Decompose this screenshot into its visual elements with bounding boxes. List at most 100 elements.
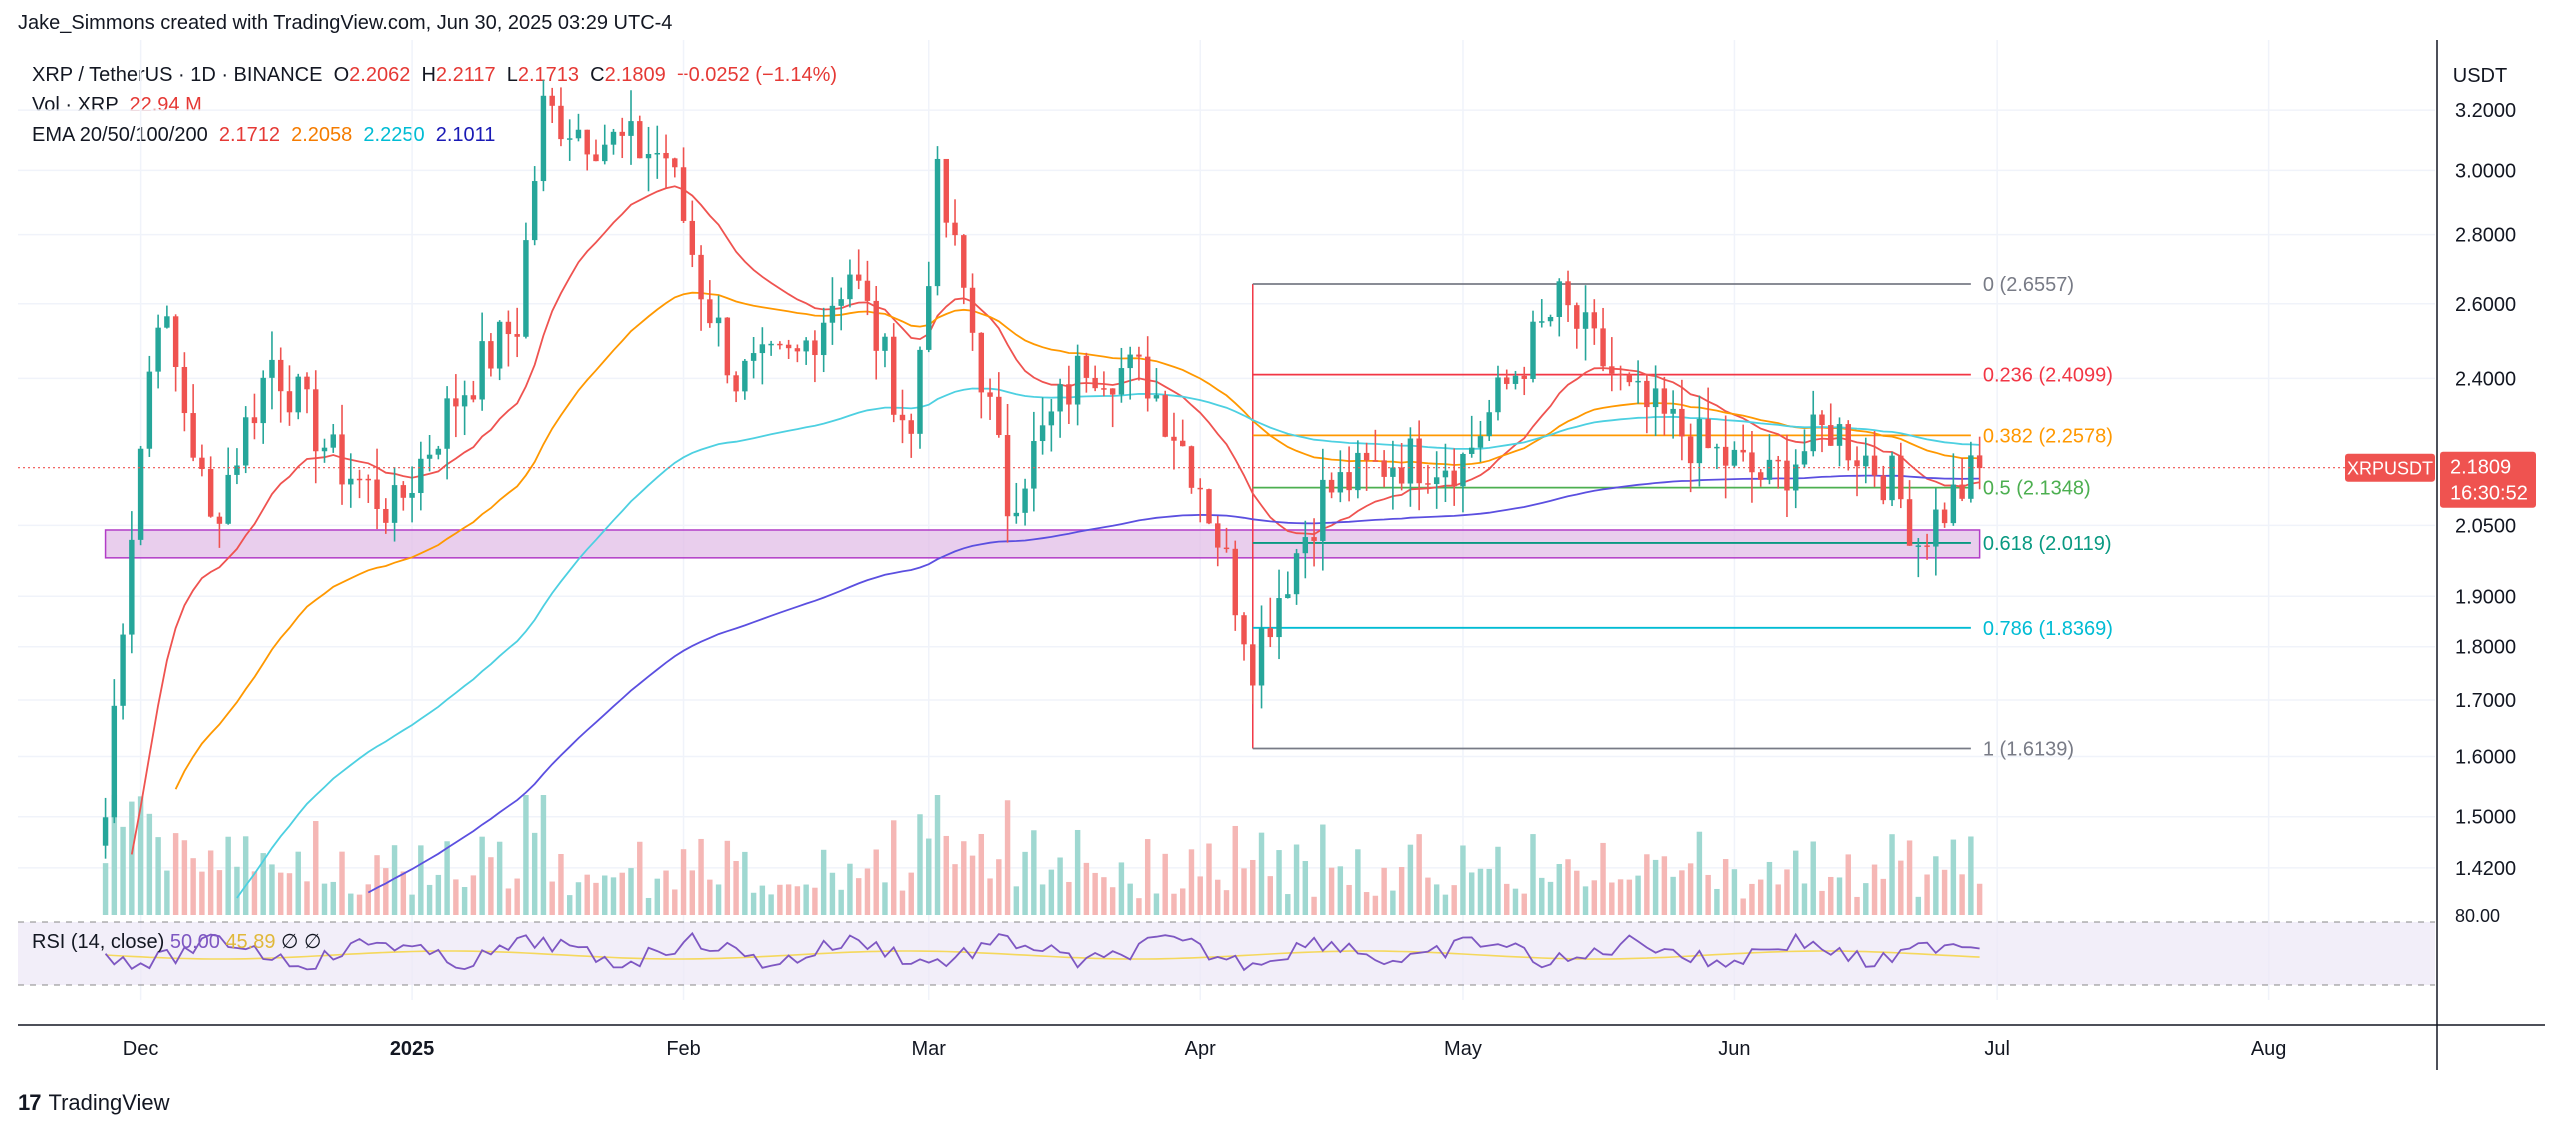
- volume-bar: [1276, 850, 1282, 915]
- volume-bar: [453, 879, 459, 915]
- candle-body: [435, 448, 442, 455]
- candle-body: [1512, 375, 1519, 384]
- ohlc-high: 2.2117: [435, 64, 496, 86]
- candle-body: [1679, 408, 1685, 437]
- candle-body: [155, 327, 161, 372]
- candle-body: [1074, 355, 1081, 405]
- candle-body: [1346, 472, 1352, 491]
- candle-body: [1889, 455, 1895, 501]
- volume-bar: [269, 864, 275, 915]
- candle-body: [137, 448, 144, 540]
- x-tick-label: Jun: [1718, 1038, 1750, 1060]
- candle-body: [855, 274, 862, 281]
- fib-level-label: 0.618 (2.0119): [1983, 533, 2112, 555]
- candle-body: [1127, 354, 1133, 369]
- volume-bar: [1722, 859, 1729, 915]
- candle-body: [917, 349, 923, 434]
- volume-bar: [1705, 874, 1711, 915]
- volume-bar: [698, 838, 704, 915]
- volume-bar: [207, 850, 214, 915]
- candle-body: [278, 359, 284, 392]
- last-price-countdown: 16:30:52: [2450, 483, 2528, 505]
- candle-body: [882, 336, 888, 351]
- candle-body: [1950, 484, 1957, 524]
- candle-body: [181, 366, 188, 414]
- volume-bar: [1258, 832, 1265, 915]
- candle-body: [1504, 377, 1510, 384]
- candle-body: [1810, 414, 1816, 452]
- candle-body: [453, 398, 459, 407]
- ema-label: EMA 20/50/100/200: [32, 124, 208, 146]
- last-price-badge: [2440, 451, 2536, 508]
- ema20-line: [130, 185, 1980, 855]
- candle-body: [1644, 380, 1650, 408]
- volume-bar: [1293, 844, 1300, 915]
- candle-body: [961, 235, 967, 288]
- candle-body: [926, 286, 932, 350]
- candle-body: [531, 181, 538, 241]
- volume-bar: [1810, 841, 1816, 915]
- candle-body: [1022, 488, 1028, 513]
- volume-bar: [1381, 867, 1387, 915]
- candle-body: [847, 274, 853, 300]
- ohlc-close-label: C: [590, 64, 605, 86]
- candle-body: [803, 340, 809, 352]
- volume-bar: [1740, 898, 1746, 915]
- ema100-line: [236, 387, 1980, 899]
- volume-bar: [672, 889, 678, 915]
- candle-body: [1539, 321, 1545, 323]
- candle-body: [593, 154, 599, 162]
- ohlc-high-label: H: [421, 64, 436, 86]
- candle-body: [391, 485, 398, 523]
- volume-bar: [1968, 836, 1974, 915]
- candle-body: [1959, 484, 1965, 499]
- volume-bar: [1670, 876, 1676, 915]
- tradingview-brand[interactable]: 17 TradingView: [18, 1090, 170, 1116]
- volume-bar: [654, 878, 660, 915]
- volume-bar: [348, 893, 354, 915]
- volume-bar: [286, 873, 293, 915]
- volume-bar: [1092, 872, 1098, 915]
- candle-body: [1530, 321, 1536, 379]
- volume-bar: [1626, 879, 1633, 915]
- rsi-ma-value: 45.89: [225, 931, 281, 953]
- candle-body: [698, 254, 704, 300]
- ema20-value: 2.1712: [218, 124, 280, 146]
- candle-body: [1241, 615, 1247, 645]
- candle-body: [1048, 411, 1055, 426]
- volume-bar: [1267, 876, 1274, 915]
- volume-bar: [1854, 896, 1860, 915]
- candle-body: [1066, 384, 1072, 405]
- last-price-value: 2.1809: [2450, 457, 2511, 479]
- volume-bar: [1600, 842, 1606, 915]
- volume-bar: [1311, 896, 1317, 915]
- volume-bar: [1565, 859, 1571, 915]
- candle-body: [1880, 475, 1887, 501]
- rsi-ma-line: [105, 950, 1980, 960]
- volume-bar: [1022, 851, 1028, 915]
- y-tick-label: 2.0500: [2455, 515, 2516, 537]
- candle-body: [1188, 446, 1195, 488]
- ema50-value: 2.2058: [291, 124, 353, 146]
- volume-bar: [1285, 894, 1291, 915]
- candle-body: [496, 321, 503, 369]
- candle-body: [1828, 425, 1834, 446]
- volume-bar: [899, 890, 906, 915]
- candle-body: [1968, 455, 1974, 499]
- candle-body: [1609, 366, 1615, 374]
- candle-body: [1714, 446, 1720, 449]
- volume-bar: [969, 855, 976, 915]
- volume-bar: [838, 889, 844, 915]
- candle-body: [1836, 424, 1843, 446]
- candle-body: [663, 152, 669, 159]
- rsi-axis-label: 80.00: [2455, 906, 2500, 926]
- candle-body: [1416, 438, 1422, 484]
- candle-body: [1092, 377, 1098, 389]
- volume-bar: [724, 840, 731, 915]
- volume-bar: [479, 836, 485, 915]
- volume-bar: [1547, 881, 1554, 915]
- volume-bar: [391, 845, 398, 915]
- volume-bar: [987, 878, 993, 915]
- volume-bar: [566, 895, 573, 915]
